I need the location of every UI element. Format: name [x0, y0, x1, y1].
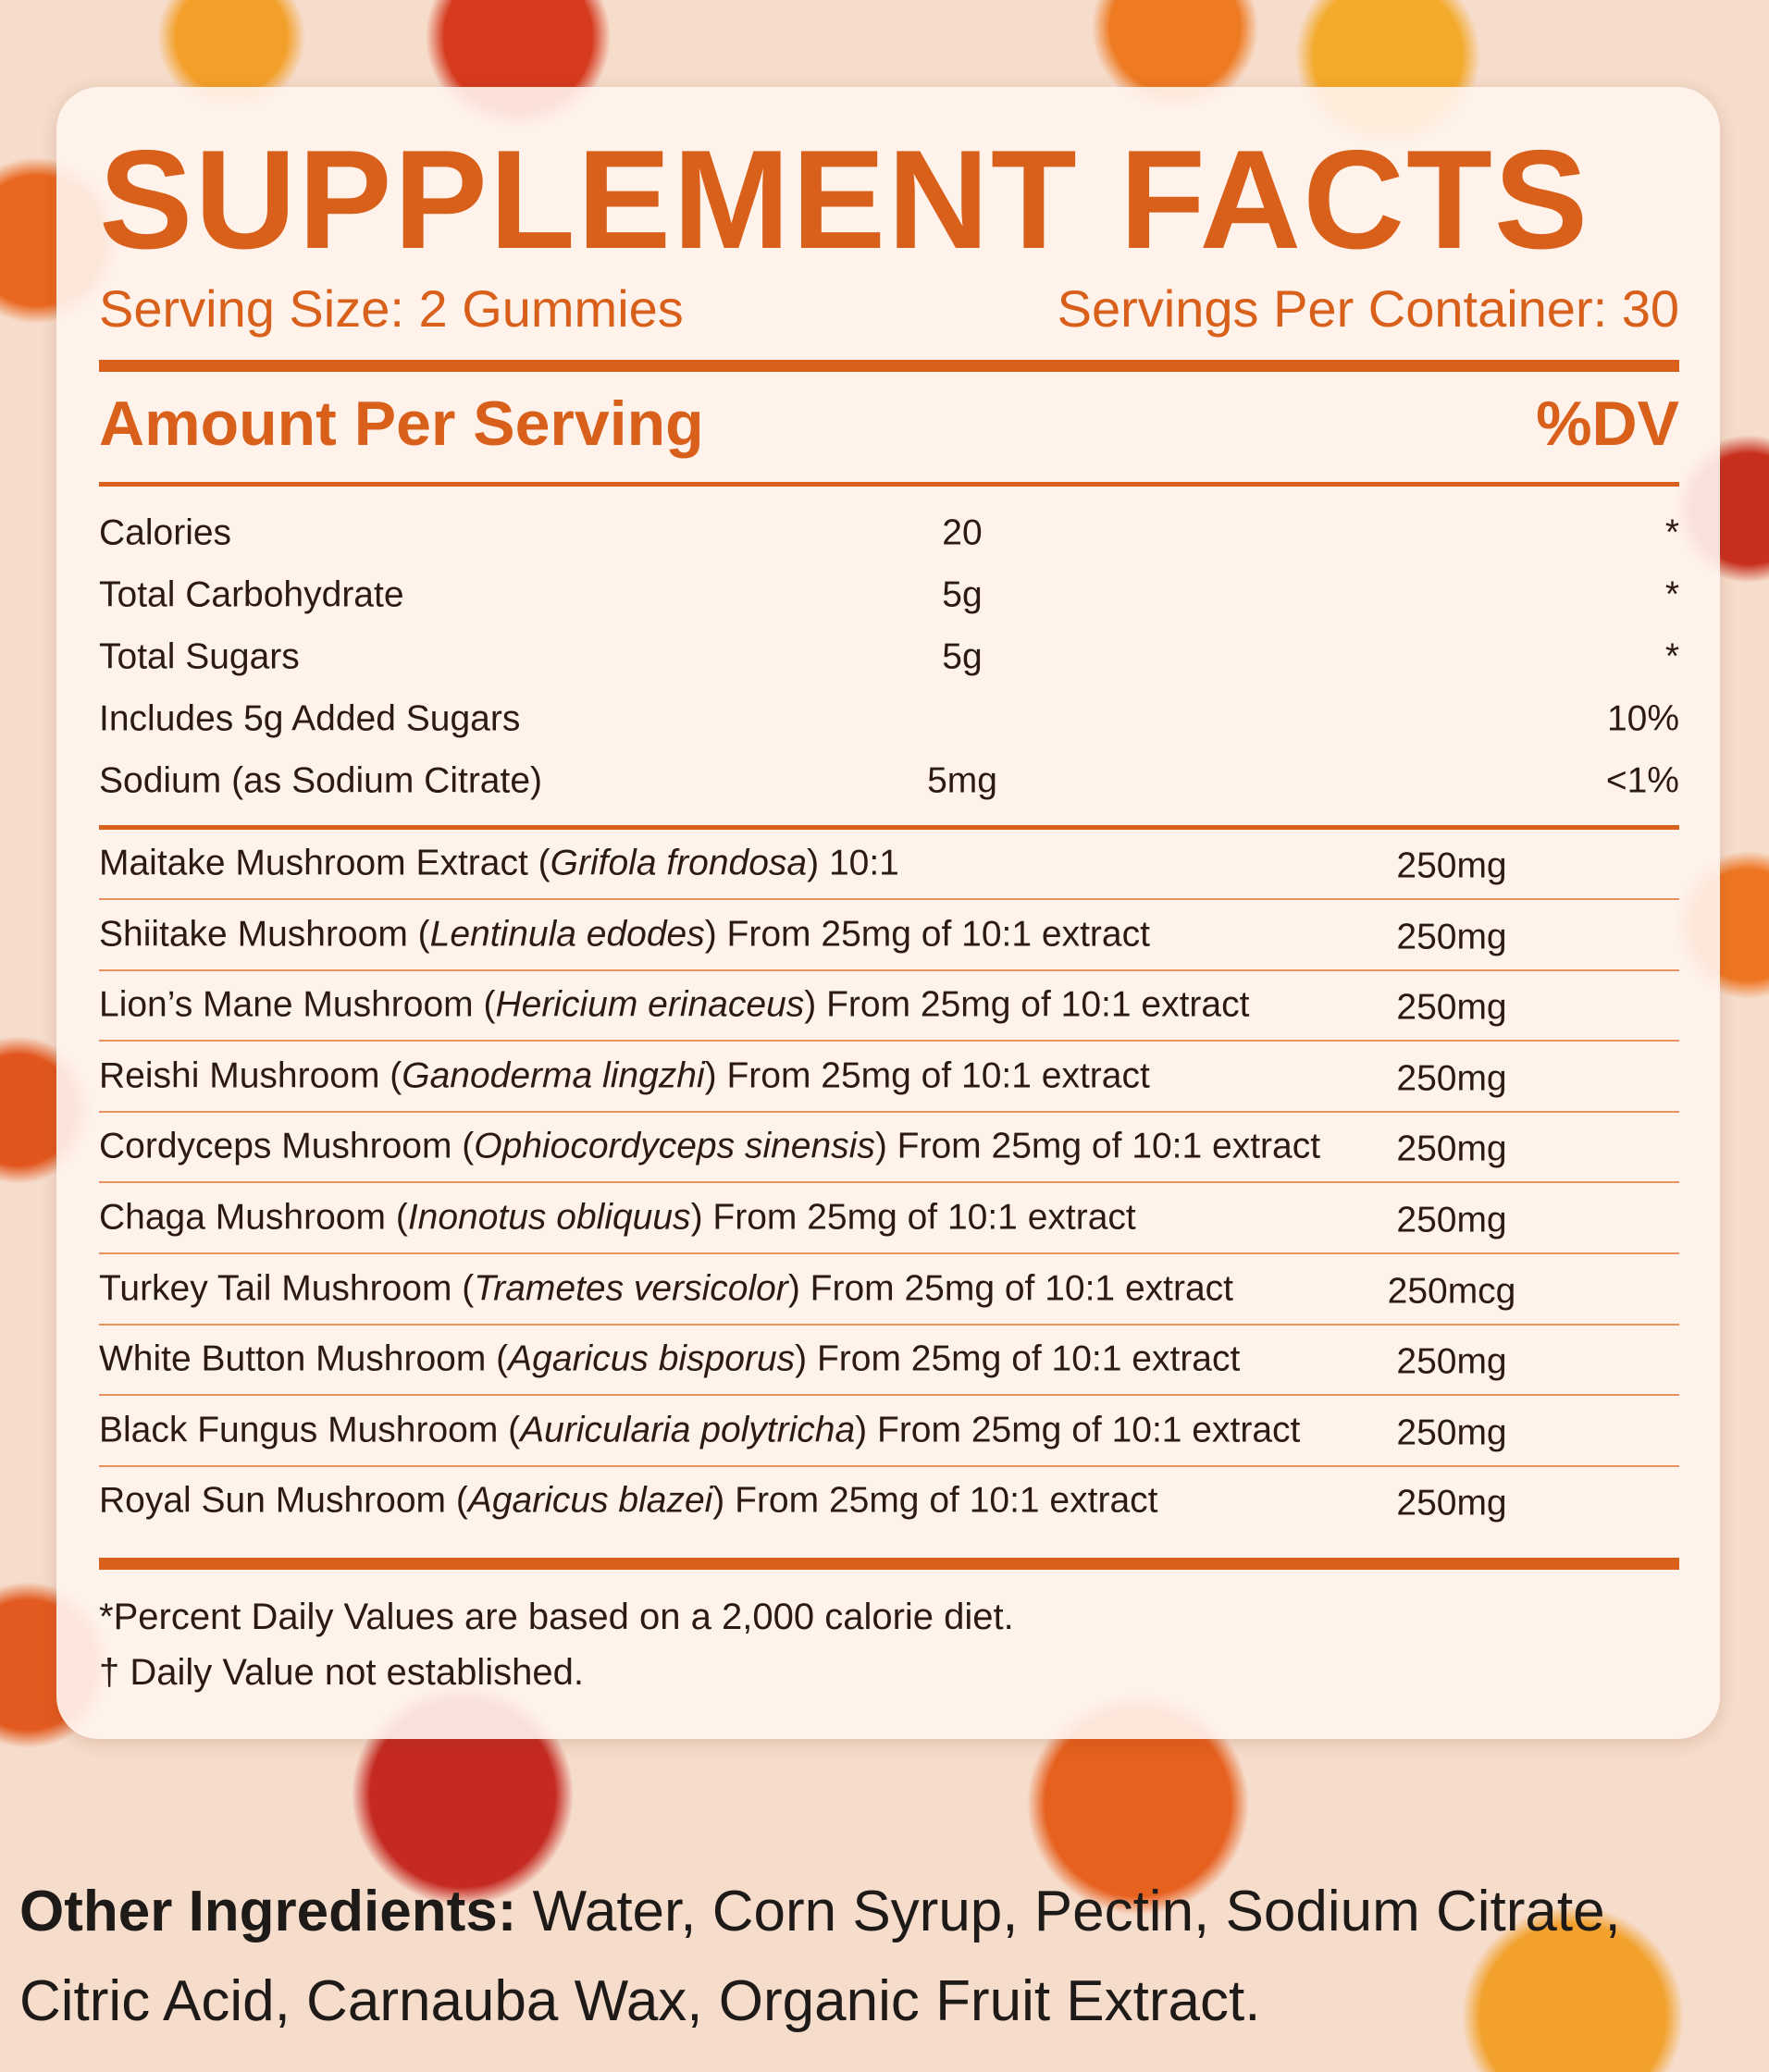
serving-size: Serving Size: 2 Gummies — [99, 279, 684, 338]
title: SUPPLEMENT FACTS — [99, 121, 1590, 278]
ingredient-amount: 250mg — [1396, 845, 1507, 886]
ingredient-latin-name: Ganoderma lingzhi — [402, 1055, 705, 1096]
dv-header: %DV — [1536, 388, 1679, 459]
other-ingredients-text: Water, Corn Syrup, Pectin, Sodium Citrat… — [19, 1880, 1621, 2033]
divider — [99, 482, 1679, 487]
nutrient-dv: <1% — [1605, 760, 1679, 801]
nutrient-amount: 5g — [942, 574, 983, 615]
ingredient-latin-name: Trametes versicolor — [474, 1268, 788, 1309]
ingredient-latin-name: Inonotus obliquus — [407, 1197, 691, 1238]
ingredient-common-name: White Button Mushroom ( — [99, 1338, 509, 1379]
row-separator — [99, 968, 1679, 971]
ingredient-common-name: Shiitake Mushroom ( — [99, 914, 430, 955]
ingredient-detail: ) From 25mg of 10:1 extract — [712, 1480, 1158, 1521]
ingredient-amount: 250mg — [1396, 1200, 1507, 1240]
ingredient-common-name: Chaga Mushroom ( — [99, 1197, 408, 1238]
ingredient-common-name: Black Fungus Mushroom ( — [99, 1410, 521, 1450]
ingredient-name: Lion’s Mane Mushroom (Hericium erinaceus… — [99, 987, 1249, 1023]
ingredient-common-name: Reishi Mushroom ( — [99, 1055, 402, 1096]
ingredient-common-name: Royal Sun Mushroom ( — [99, 1480, 468, 1521]
other-ingredients: Other Ingredients: Water, Corn Syrup, Pe… — [19, 1867, 1759, 2046]
nutrient-name: Total Carbohydrate — [99, 574, 404, 615]
ingredient-latin-name: Grifola frondosa — [550, 843, 808, 883]
ingredient-common-name: Turkey Tail Mushroom ( — [99, 1268, 475, 1309]
row-separator — [99, 1464, 1679, 1467]
ingredient-name: Reishi Mushroom (Ganoderma lingzhi) From… — [99, 1057, 1150, 1093]
divider — [99, 360, 1679, 372]
row-separator — [99, 1252, 1679, 1254]
ingredient-latin-name: Lentinula edodes — [429, 914, 705, 955]
ingredient-name: Black Fungus Mushroom (Auricularia polyt… — [99, 1412, 1300, 1448]
ingredient-name: Royal Sun Mushroom (Agaricus blazei) Fro… — [99, 1483, 1157, 1519]
ingredient-amount: 250mg — [1396, 917, 1507, 957]
nutrient-dv: * — [1664, 636, 1679, 677]
nutrient-dv: * — [1664, 574, 1679, 615]
ingredient-amount: 250mg — [1396, 1128, 1507, 1169]
ingredient-name: White Button Mushroom (Agaricus bisporus… — [99, 1341, 1240, 1377]
ingredient-detail: ) From 25mg of 10:1 extract — [787, 1268, 1233, 1309]
nutrient-dv: 10% — [1606, 698, 1679, 739]
servings-per-container: Servings Per Container: 30 — [1057, 279, 1679, 338]
ingredient-name: Maitake Mushroom Extract (Grifola frondo… — [99, 845, 899, 882]
row-separator — [99, 1394, 1679, 1397]
row-separator — [99, 1181, 1679, 1184]
ingredient-detail: ) From 25mg of 10:1 extract — [855, 1410, 1301, 1450]
ingredient-common-name: Maitake Mushroom Extract ( — [99, 843, 550, 883]
footnote: † Daily Value not established. — [99, 1652, 585, 1693]
ingredient-name: Turkey Tail Mushroom (Trametes versicolo… — [99, 1270, 1233, 1306]
ingredient-amount: 250mg — [1396, 987, 1507, 1028]
ingredient-detail: ) 10:1 — [807, 843, 899, 883]
divider — [99, 825, 1679, 830]
row-separator — [99, 1040, 1679, 1042]
ingredient-latin-name: Auricularia polytricha — [520, 1410, 856, 1450]
ingredient-amount: 250mg — [1396, 1483, 1507, 1523]
ingredient-name: Cordyceps Mushroom (Ophiocordyceps sinen… — [99, 1128, 1320, 1165]
ingredient-latin-name: Ophiocordyceps sinensis — [474, 1126, 875, 1166]
other-ingredients-label: Other Ingredients: — [19, 1880, 517, 1943]
ingredient-detail: ) From 25mg of 10:1 extract — [704, 914, 1150, 955]
nutrient-name: Total Sugars — [99, 636, 300, 677]
nutrient-name: Sodium (as Sodium Citrate) — [99, 760, 543, 801]
nutrient-name: Calories — [99, 512, 232, 553]
ingredient-detail: ) From 25mg of 10:1 extract — [795, 1338, 1241, 1379]
ingredient-detail: ) From 25mg of 10:1 extract — [704, 1055, 1150, 1096]
ingredient-detail: ) From 25mg of 10:1 extract — [804, 984, 1250, 1025]
ingredient-detail: ) From 25mg of 10:1 extract — [874, 1126, 1321, 1166]
ingredient-common-name: Cordyceps Mushroom ( — [99, 1126, 475, 1166]
footnote: *Percent Daily Values are based on a 2,0… — [99, 1597, 1014, 1637]
ingredient-latin-name: Agaricus bisporus — [508, 1338, 796, 1379]
ingredient-latin-name: Agaricus blazei — [467, 1480, 713, 1521]
row-separator — [99, 1323, 1679, 1326]
ingredient-amount: 250mg — [1396, 1412, 1507, 1453]
row-separator — [99, 1110, 1679, 1113]
nutrient-name: Includes 5g Added Sugars — [99, 698, 521, 739]
nutrient-amount: 5mg — [927, 760, 997, 801]
ingredient-name: Shiitake Mushroom (Lentinula edodes) Fro… — [99, 916, 1150, 952]
ingredient-common-name: Lion’s Mane Mushroom ( — [99, 984, 496, 1025]
row-separator — [99, 898, 1679, 900]
ingredient-amount: 250mcg — [1387, 1271, 1516, 1312]
nutrient-dv: * — [1664, 512, 1679, 553]
ingredient-name: Chaga Mushroom (Inonotus obliquus) From … — [99, 1200, 1136, 1236]
nutrient-amount: 20 — [942, 512, 983, 553]
ingredient-detail: ) From 25mg of 10:1 extract — [690, 1197, 1136, 1238]
amount-header: Amount Per Serving — [99, 388, 704, 459]
nutrient-amount: 5g — [942, 636, 983, 677]
divider — [99, 1558, 1679, 1570]
ingredient-amount: 250mg — [1396, 1058, 1507, 1099]
ingredient-latin-name: Hericium erinaceus — [495, 984, 805, 1025]
ingredient-amount: 250mg — [1396, 1341, 1507, 1382]
